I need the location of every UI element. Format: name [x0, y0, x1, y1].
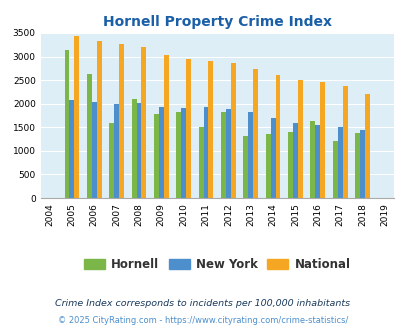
Bar: [114, 104, 119, 198]
Bar: [69, 100, 74, 198]
Bar: [158, 107, 163, 198]
Bar: [310, 121, 315, 198]
Bar: [320, 82, 324, 198]
Title: Hornell Property Crime Index: Hornell Property Crime Index: [102, 15, 331, 29]
Bar: [248, 112, 253, 198]
Bar: [364, 94, 369, 198]
Bar: [198, 127, 203, 198]
Bar: [337, 127, 342, 198]
Bar: [136, 103, 141, 198]
Bar: [119, 44, 124, 198]
Bar: [96, 41, 101, 198]
Bar: [203, 108, 208, 198]
Bar: [153, 114, 158, 198]
Bar: [181, 108, 185, 198]
Bar: [265, 134, 270, 198]
Bar: [359, 130, 364, 198]
Bar: [230, 63, 235, 198]
Bar: [220, 112, 225, 198]
Bar: [253, 69, 258, 198]
Bar: [74, 36, 79, 198]
Bar: [131, 99, 136, 198]
Bar: [275, 76, 280, 198]
Bar: [64, 50, 69, 198]
Bar: [292, 123, 297, 198]
Bar: [332, 142, 337, 198]
Bar: [297, 80, 302, 198]
Bar: [176, 112, 181, 198]
Bar: [208, 61, 213, 198]
Bar: [87, 74, 92, 198]
Bar: [270, 118, 275, 198]
Text: Crime Index corresponds to incidents per 100,000 inhabitants: Crime Index corresponds to incidents per…: [55, 299, 350, 308]
Bar: [92, 102, 96, 198]
Bar: [288, 132, 292, 198]
Bar: [225, 109, 230, 198]
Legend: Hornell, New York, National: Hornell, New York, National: [79, 253, 354, 276]
Text: © 2025 CityRating.com - https://www.cityrating.com/crime-statistics/: © 2025 CityRating.com - https://www.city…: [58, 316, 347, 325]
Bar: [243, 136, 248, 198]
Bar: [342, 86, 347, 198]
Bar: [109, 123, 114, 198]
Bar: [141, 47, 146, 198]
Bar: [315, 125, 320, 198]
Bar: [354, 133, 359, 198]
Bar: [185, 59, 191, 198]
Bar: [163, 55, 168, 198]
